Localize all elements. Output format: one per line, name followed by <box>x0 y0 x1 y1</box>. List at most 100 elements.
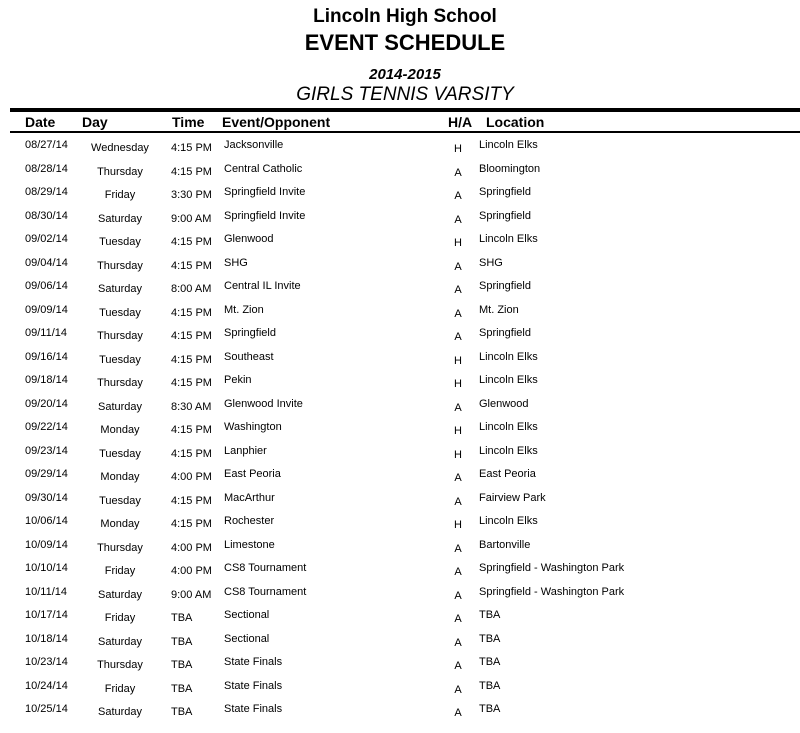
cell-home-away: A <box>454 660 462 672</box>
col-day: Day <box>82 114 108 130</box>
table-row: 09/02/14 Tuesday 4:15 PM Glenwood H Lincoln E… <box>0 233 800 256</box>
cell-location: TBA <box>479 656 501 668</box>
table-row: 09/04/14 Thursday 4:15 PM SHG A SHG <box>0 257 800 280</box>
cell-home-away: A <box>454 683 462 696</box>
cell-event: Pekin <box>224 374 252 386</box>
cell-home-away: H <box>454 378 462 390</box>
cell-day: Tuesday <box>99 494 141 507</box>
cell-location: Lincoln Elks <box>479 374 538 386</box>
cell-date: 10/23/14 <box>25 656 68 668</box>
cell-event: Springfield Invite <box>224 186 306 198</box>
cell-home-away: A <box>454 707 462 719</box>
cell-home-away: A <box>454 213 462 226</box>
cell-event: CS8 Tournament <box>224 585 307 598</box>
cell-day: Monday <box>100 518 140 530</box>
cell-day: Wednesday <box>91 142 149 154</box>
cell-location: Lincoln Elks <box>479 139 538 151</box>
cell-event: Central IL Invite <box>224 280 301 292</box>
table-row: 09/29/14 Monday 4:00 PM East Peoria A East Pe… <box>0 468 800 491</box>
cell-event: Glenwood Invite <box>224 397 303 410</box>
cell-date: 08/27/14 <box>25 139 68 151</box>
cell-event: Rochester <box>224 515 275 527</box>
cell-event: Sectional <box>224 609 270 621</box>
cell-day: Tuesday <box>99 236 141 248</box>
cell-location: Bartonville <box>479 538 531 551</box>
cell-date: 09/18/14 <box>25 374 68 386</box>
cell-date: 09/30/14 <box>25 491 68 504</box>
cell-home-away: A <box>454 284 462 296</box>
cell-home-away: H <box>454 354 462 367</box>
cell-location: Springfield - Washington Park <box>479 585 625 598</box>
table-row: 09/16/14 Tuesday 4:15 PM Southeast H Lincoln … <box>0 351 800 374</box>
cell-event: State Finals <box>224 656 283 668</box>
table-row: 08/27/14 Wednesday 4:15 PM Jacksonville H Lin… <box>0 139 800 162</box>
cell-home-away: H <box>454 237 462 249</box>
season: 2014-2015 <box>369 66 441 83</box>
table-row: 10/25/14 Saturday TBA State Finals A TBA <box>0 703 800 726</box>
table-row: 09/09/14 Tuesday 4:15 PM Mt. Zion A Mt. Zion <box>0 304 800 327</box>
cell-day: Thursday <box>97 659 143 671</box>
cell-date: 09/04/14 <box>25 256 68 269</box>
cell-home-away: H <box>454 143 462 155</box>
cell-home-away: A <box>454 636 462 649</box>
cell-date: 10/06/14 <box>25 515 68 527</box>
table-row: 09/22/14 Monday 4:15 PM Washington H Lincoln … <box>0 421 800 444</box>
cell-time: 3:30 PM <box>171 189 212 201</box>
cell-home-away: H <box>454 448 462 461</box>
table-row: 09/18/14 Thursday 4:15 PM Pekin H Lincoln Elk… <box>0 374 800 397</box>
col-date: Date <box>25 114 56 130</box>
cell-event: Jacksonville <box>224 139 284 151</box>
cell-day: Thursday <box>97 377 143 389</box>
cell-date: 09/22/14 <box>25 421 68 433</box>
cell-date: 10/09/14 <box>25 538 68 551</box>
cell-home-away: A <box>454 613 462 625</box>
cell-time: 4:15 PM <box>171 377 212 389</box>
cell-day: Thursday <box>97 165 143 178</box>
cell-time: 9:00 AM <box>171 212 212 225</box>
cell-day: Saturday <box>97 635 143 648</box>
cell-location: Springfield <box>479 280 531 292</box>
cell-time: 4:15 PM <box>171 259 212 272</box>
cell-day: Tuesday <box>99 353 141 366</box>
cell-location: Lincoln Elks <box>479 444 538 457</box>
cell-event: State Finals <box>224 703 283 715</box>
cell-location: Mt. Zion <box>479 303 519 316</box>
cell-date: 10/18/14 <box>25 632 68 645</box>
table-row: 09/23/14 Tuesday 4:15 PM Lanphier H Lincoln E… <box>0 445 800 468</box>
cell-location: Glenwood <box>479 397 529 410</box>
table-row: 10/24/14 Friday TBA State Finals A TBA <box>0 680 800 703</box>
cell-time: 8:30 AM <box>171 400 212 413</box>
table-row: 09/30/14 Tuesday 4:15 PM MacArthur A Fairview… <box>0 492 800 515</box>
col-event: Event/Opponent <box>222 114 331 130</box>
cell-date: 09/02/14 <box>25 233 68 245</box>
cell-day: Saturday <box>97 588 143 601</box>
cell-date: 09/20/14 <box>25 397 68 410</box>
cell-event: Southeast <box>224 350 274 363</box>
cell-date: 10/24/14 <box>25 679 68 692</box>
table-row: 10/17/14 Friday TBA Sectional A TBA <box>0 609 800 632</box>
cell-location: TBA <box>479 609 501 621</box>
table-row: 10/09/14 Thursday 4:00 PM Limestone A Bartonv… <box>0 539 800 562</box>
cell-day: Tuesday <box>99 447 141 460</box>
cell-event: East Peoria <box>224 468 281 480</box>
table-row: 09/11/14 Thursday 4:15 PM Springfield A Sprin… <box>0 327 800 350</box>
cell-date: 09/11/14 <box>25 327 68 339</box>
cell-time: 4:15 PM <box>171 142 212 154</box>
cell-location: Fairview Park <box>479 491 546 504</box>
cell-home-away: A <box>454 260 462 273</box>
cell-location: Lincoln Elks <box>479 421 538 433</box>
cell-location: SHG <box>479 256 503 269</box>
cell-time: 8:00 AM <box>171 283 212 295</box>
cell-time: 4:15 PM <box>171 518 212 530</box>
cell-day: Saturday <box>97 400 143 413</box>
cell-date: 09/06/14 <box>25 280 68 292</box>
cell-day: Friday <box>104 189 136 201</box>
cell-time: 4:00 PM <box>171 565 212 577</box>
col-location: Location <box>486 114 545 130</box>
cell-location: East Peoria <box>479 468 536 480</box>
cell-event: Limestone <box>224 538 275 551</box>
cell-location: Springfield <box>479 209 531 222</box>
cell-event: Springfield <box>224 327 276 339</box>
team-name: GIRLS TENNIS VARSITY <box>296 84 514 105</box>
cell-location: Springfield - Washington Park <box>479 562 625 574</box>
